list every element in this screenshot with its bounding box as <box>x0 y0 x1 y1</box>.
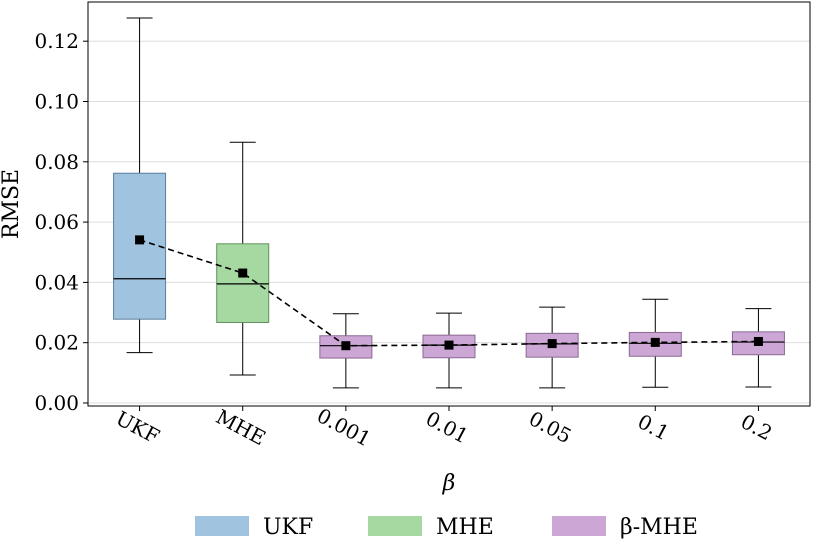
box-0.01 <box>422 312 476 389</box>
mean-marker <box>444 340 454 350</box>
legend-swatch <box>368 516 422 536</box>
legend-item: β-MHE <box>552 515 698 540</box>
iqr-box <box>216 243 270 323</box>
mean-marker <box>753 336 763 346</box>
legend-label: UKF <box>263 515 313 540</box>
legend-item: UKF <box>195 515 313 540</box>
legend-label: MHE <box>436 515 494 540</box>
mean-marker <box>547 339 557 349</box>
mean-marker <box>238 268 248 278</box>
x-tick-label: MHE <box>212 404 270 450</box>
box-0.2 <box>731 308 785 388</box>
x-tick-label: 0.001 <box>313 403 375 451</box>
y-axis-title: RMSE <box>0 169 24 239</box>
box-MHE <box>216 141 270 376</box>
y-tick-label: 0.06 <box>34 210 79 234</box>
x-tick-label: 0.05 <box>525 406 576 448</box>
y-tick-label: 0.02 <box>34 331 79 355</box>
mean-marker <box>650 337 660 347</box>
box-0.001 <box>319 313 373 389</box>
y-tick-label: 0.12 <box>34 29 79 53</box>
x-axis-title: β <box>442 471 456 496</box>
legend-swatch <box>552 516 606 536</box>
x-tick-label: 0.1 <box>634 409 673 445</box>
iqr-box <box>113 172 167 320</box>
legend-swatch <box>195 516 249 536</box>
x-tick-label: 0.01 <box>422 406 473 448</box>
y-tick-label: 0.04 <box>34 270 79 294</box>
x-tick-label: 0.2 <box>737 409 776 445</box>
y-tick-label: 0.08 <box>34 150 79 174</box>
legend-label: β-MHE <box>620 515 698 540</box>
mean-marker <box>135 235 145 245</box>
x-tick-label: UKF <box>112 406 164 449</box>
y-tick-label: 0.00 <box>34 391 79 415</box>
legend-item: MHE <box>368 515 494 540</box>
box-UKF <box>113 17 167 354</box>
mean-marker <box>341 341 351 351</box>
y-tick-label: 0.10 <box>34 89 79 113</box>
